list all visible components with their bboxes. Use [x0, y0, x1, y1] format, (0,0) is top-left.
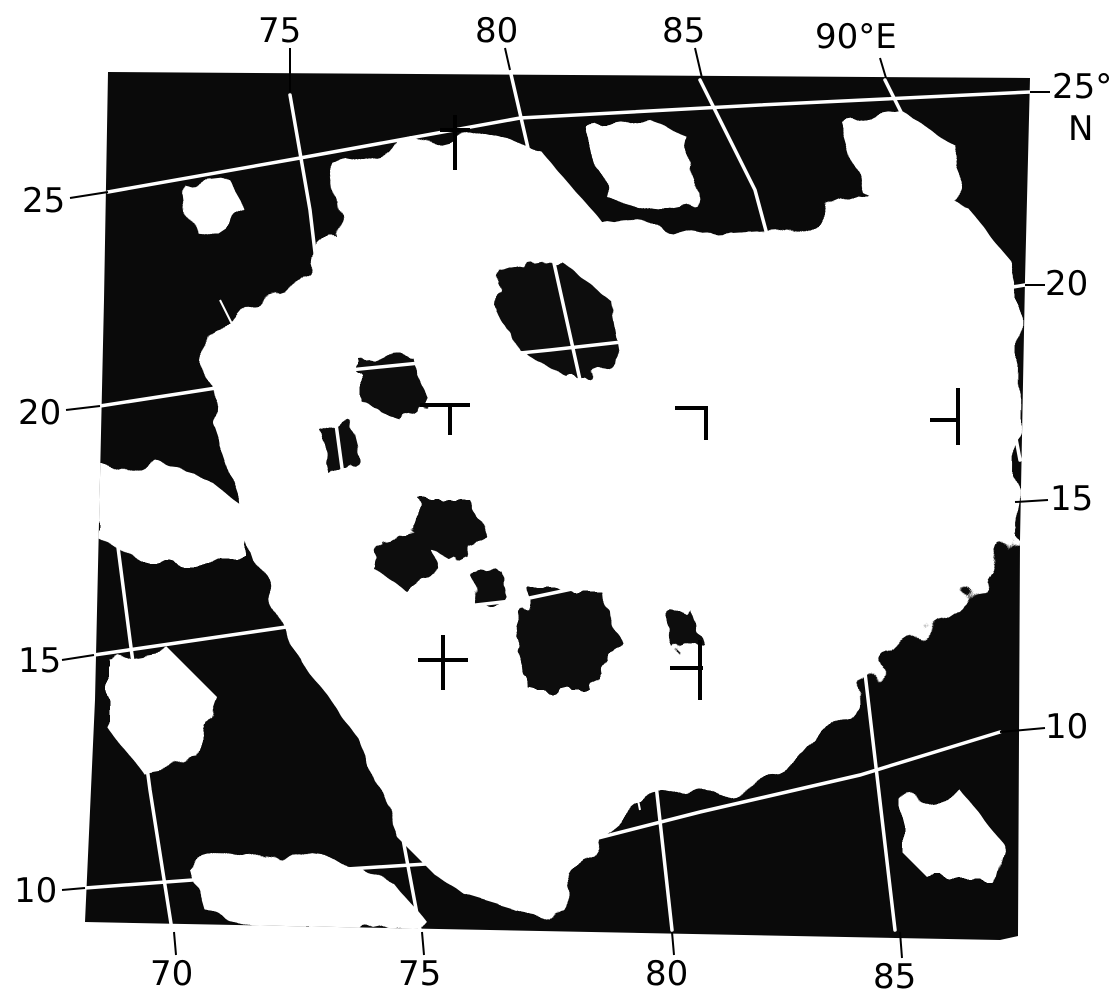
clear-patch [360, 355, 430, 420]
leader-bottom-70 [173, 931, 177, 956]
leader-left-15 [61, 654, 95, 661]
label-top-75: 75 [258, 11, 301, 51]
cloud-lower-left [110, 650, 220, 770]
parallel-10 [83, 730, 1002, 890]
leader-top-90 [879, 57, 887, 79]
coastline-west [219, 299, 471, 881]
leader-bottom-85 [899, 931, 903, 959]
label-leaders [61, 47, 1050, 959]
label-right-10: 10 [1045, 707, 1088, 747]
label-left-20: 20 [18, 393, 61, 433]
leader-right-10 [999, 727, 1046, 733]
grid-lines [83, 68, 1032, 932]
label-left-25: 25 [22, 181, 65, 221]
meridian-75 [288, 93, 422, 932]
leader-left-20 [65, 405, 101, 411]
label-right-15: 15 [1050, 479, 1093, 519]
label-top-85: 85 [662, 11, 705, 51]
leader-left-10 [61, 887, 86, 891]
label-top-90e: 90°E [815, 17, 897, 57]
reference-marks [418, 115, 960, 700]
label-bottom-80: 80 [645, 954, 688, 994]
leader-bottom-80 [671, 931, 675, 956]
coastlines [219, 214, 961, 881]
meridian-90 [883, 78, 1022, 462]
parallel-15 [92, 500, 1017, 657]
leader-left-25 [69, 191, 109, 199]
leader-right-15 [1014, 499, 1049, 503]
label-left-15: 15 [18, 641, 61, 681]
label-right-25: 25° [1052, 67, 1112, 107]
label-top-80: 80 [475, 11, 518, 51]
cloud-band-lower [190, 850, 420, 930]
leader-bottom-75 [421, 931, 425, 956]
label-right-n: N [1068, 109, 1093, 149]
leader-top-80 [504, 47, 511, 71]
meridian-85 [698, 78, 897, 932]
clear-patch [495, 260, 620, 380]
cloud-top-far-right [840, 110, 960, 210]
cloud-band-left [100, 455, 260, 560]
cloud-top-right [590, 120, 700, 210]
clear-patch [470, 570, 510, 610]
label-bottom-70: 70 [150, 954, 193, 994]
coastline-east [628, 214, 961, 811]
cloud-top-left [185, 180, 250, 235]
label-left-10: 10 [14, 871, 57, 911]
clear-patch [415, 500, 490, 560]
label-bottom-85: 85 [873, 957, 916, 994]
cloud-lower-right [900, 790, 1000, 880]
meridian-70 [106, 468, 174, 932]
label-bottom-75: 75 [398, 954, 441, 994]
parallel-20 [98, 283, 1027, 408]
clear-patch [665, 610, 700, 650]
clear-patch [375, 530, 440, 590]
clear-patch [515, 590, 620, 690]
label-right-20: 20 [1045, 264, 1088, 304]
coordinate-labels: 75 80 85 90°E 25° N 20 15 10 25 20 15 10… [14, 11, 1112, 994]
leader-top-85 [694, 47, 703, 79]
meridian-80 [508, 68, 674, 932]
